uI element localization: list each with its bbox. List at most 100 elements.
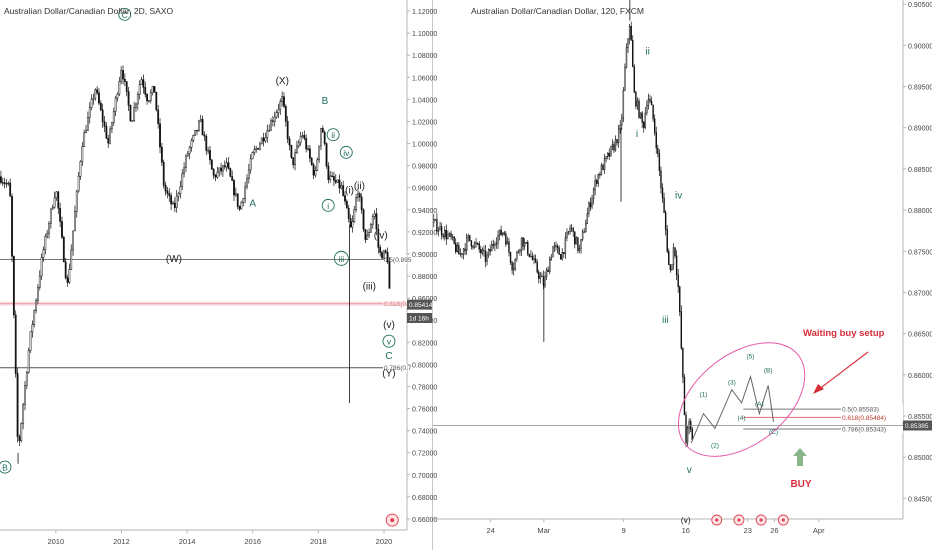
candle-body — [464, 248, 466, 251]
candle-body — [370, 224, 372, 233]
candle-body — [552, 246, 554, 258]
candle-body — [531, 255, 534, 260]
candle-body — [220, 167, 222, 172]
candle-body — [203, 134, 206, 137]
candle-body — [484, 250, 487, 262]
candle-body — [381, 252, 383, 259]
candle-body — [581, 231, 584, 240]
candle-body — [209, 150, 211, 161]
candle-body — [384, 250, 387, 253]
event-marker-dot — [715, 518, 719, 522]
wave-label: (Y) — [382, 369, 395, 380]
candle-body — [486, 254, 488, 262]
candle-body — [643, 122, 645, 128]
candle-body — [556, 245, 559, 249]
candle-body — [44, 236, 47, 250]
candle-body — [88, 107, 91, 118]
candle-body — [578, 248, 581, 251]
candle-body — [455, 243, 457, 253]
candle-body — [373, 213, 376, 217]
candle-body — [614, 139, 617, 151]
candle-body — [74, 211, 76, 232]
candle-body — [520, 237, 523, 251]
candle-body — [3, 182, 6, 184]
current-price-tag-bg — [903, 420, 932, 431]
candle-body — [608, 152, 610, 157]
candle-body — [48, 223, 50, 234]
wave-label: v — [687, 465, 692, 476]
price-axis-tick-label: 0.72000 — [412, 451, 437, 458]
candle-body — [199, 119, 202, 122]
candle-body — [140, 79, 143, 85]
candle-body — [40, 257, 43, 277]
wave-label-circle — [382, 334, 396, 348]
candle-body — [577, 237, 579, 251]
candle-body — [59, 207, 62, 222]
candle-body — [660, 170, 662, 189]
candle-body — [377, 228, 380, 248]
wave-label: B — [322, 96, 329, 107]
candle-body — [646, 105, 648, 114]
candle-body — [570, 227, 573, 230]
candle-body — [159, 123, 161, 148]
candle-body — [603, 158, 606, 171]
candle-body — [66, 277, 69, 283]
candle-body — [605, 156, 607, 159]
candle-body — [527, 242, 529, 255]
candle-body — [46, 233, 49, 237]
event-marker-dot — [737, 518, 741, 522]
left-chart-panel[interactable]: 1.12000 1.10000 1.08000 1.06000 1.04000 1.020… — [0, 0, 437, 546]
candle-body — [321, 128, 324, 133]
candle-body — [127, 91, 130, 106]
candle-body — [444, 230, 446, 237]
candle-body — [247, 169, 250, 179]
candle-body — [181, 173, 184, 187]
candle-body — [478, 243, 480, 250]
candle-body — [613, 144, 615, 151]
candle-body — [517, 251, 520, 253]
candle-body — [175, 195, 178, 208]
candle-body — [691, 428, 693, 441]
candle-body — [360, 196, 363, 211]
price-axis-tick-label: 0.88000 — [908, 208, 932, 215]
candle-body — [476, 243, 479, 245]
projection-ellipse — [677, 342, 806, 457]
candle-body — [533, 258, 535, 260]
price-axis-tick-label: 0.70000 — [412, 473, 437, 480]
price-axis-tick-label: 0.68000 — [412, 495, 437, 502]
candle-body — [129, 105, 132, 122]
candle-body — [316, 159, 319, 171]
candle-body — [549, 259, 551, 273]
candle-body — [545, 269, 548, 277]
time-axis-tick-label: 9 — [622, 526, 626, 535]
candle-body — [125, 81, 128, 92]
candle-body — [133, 107, 136, 122]
price-axis-tick-label: 1.12000 — [412, 9, 437, 16]
annotation-arrow-head — [813, 384, 824, 394]
candle-body — [297, 142, 300, 147]
candle-body — [633, 66, 636, 93]
candle-body — [22, 404, 25, 424]
candle-body — [450, 233, 452, 238]
candle-body — [99, 102, 102, 111]
candle-body — [18, 436, 21, 441]
candle-body — [503, 232, 505, 234]
candle-body — [491, 244, 493, 252]
candle-body — [62, 236, 65, 263]
candle-body — [35, 300, 37, 311]
candle-body — [512, 268, 515, 271]
candle-body — [437, 229, 440, 232]
right-chart-panel[interactable]: 0.90500 0.90000 0.89500 0.89000 0.88500 0.880… — [433, 0, 932, 535]
candle-body — [51, 206, 54, 210]
candle-body — [525, 242, 527, 244]
candle-body — [594, 180, 596, 191]
candle-body — [42, 249, 45, 258]
candle-body — [123, 78, 126, 82]
candle-body — [630, 25, 632, 41]
candle-body — [440, 226, 443, 236]
candle-body — [197, 120, 200, 131]
candle-body — [120, 70, 123, 82]
candle-body — [116, 93, 119, 99]
candle-body — [516, 252, 518, 260]
candle-body — [29, 331, 32, 351]
